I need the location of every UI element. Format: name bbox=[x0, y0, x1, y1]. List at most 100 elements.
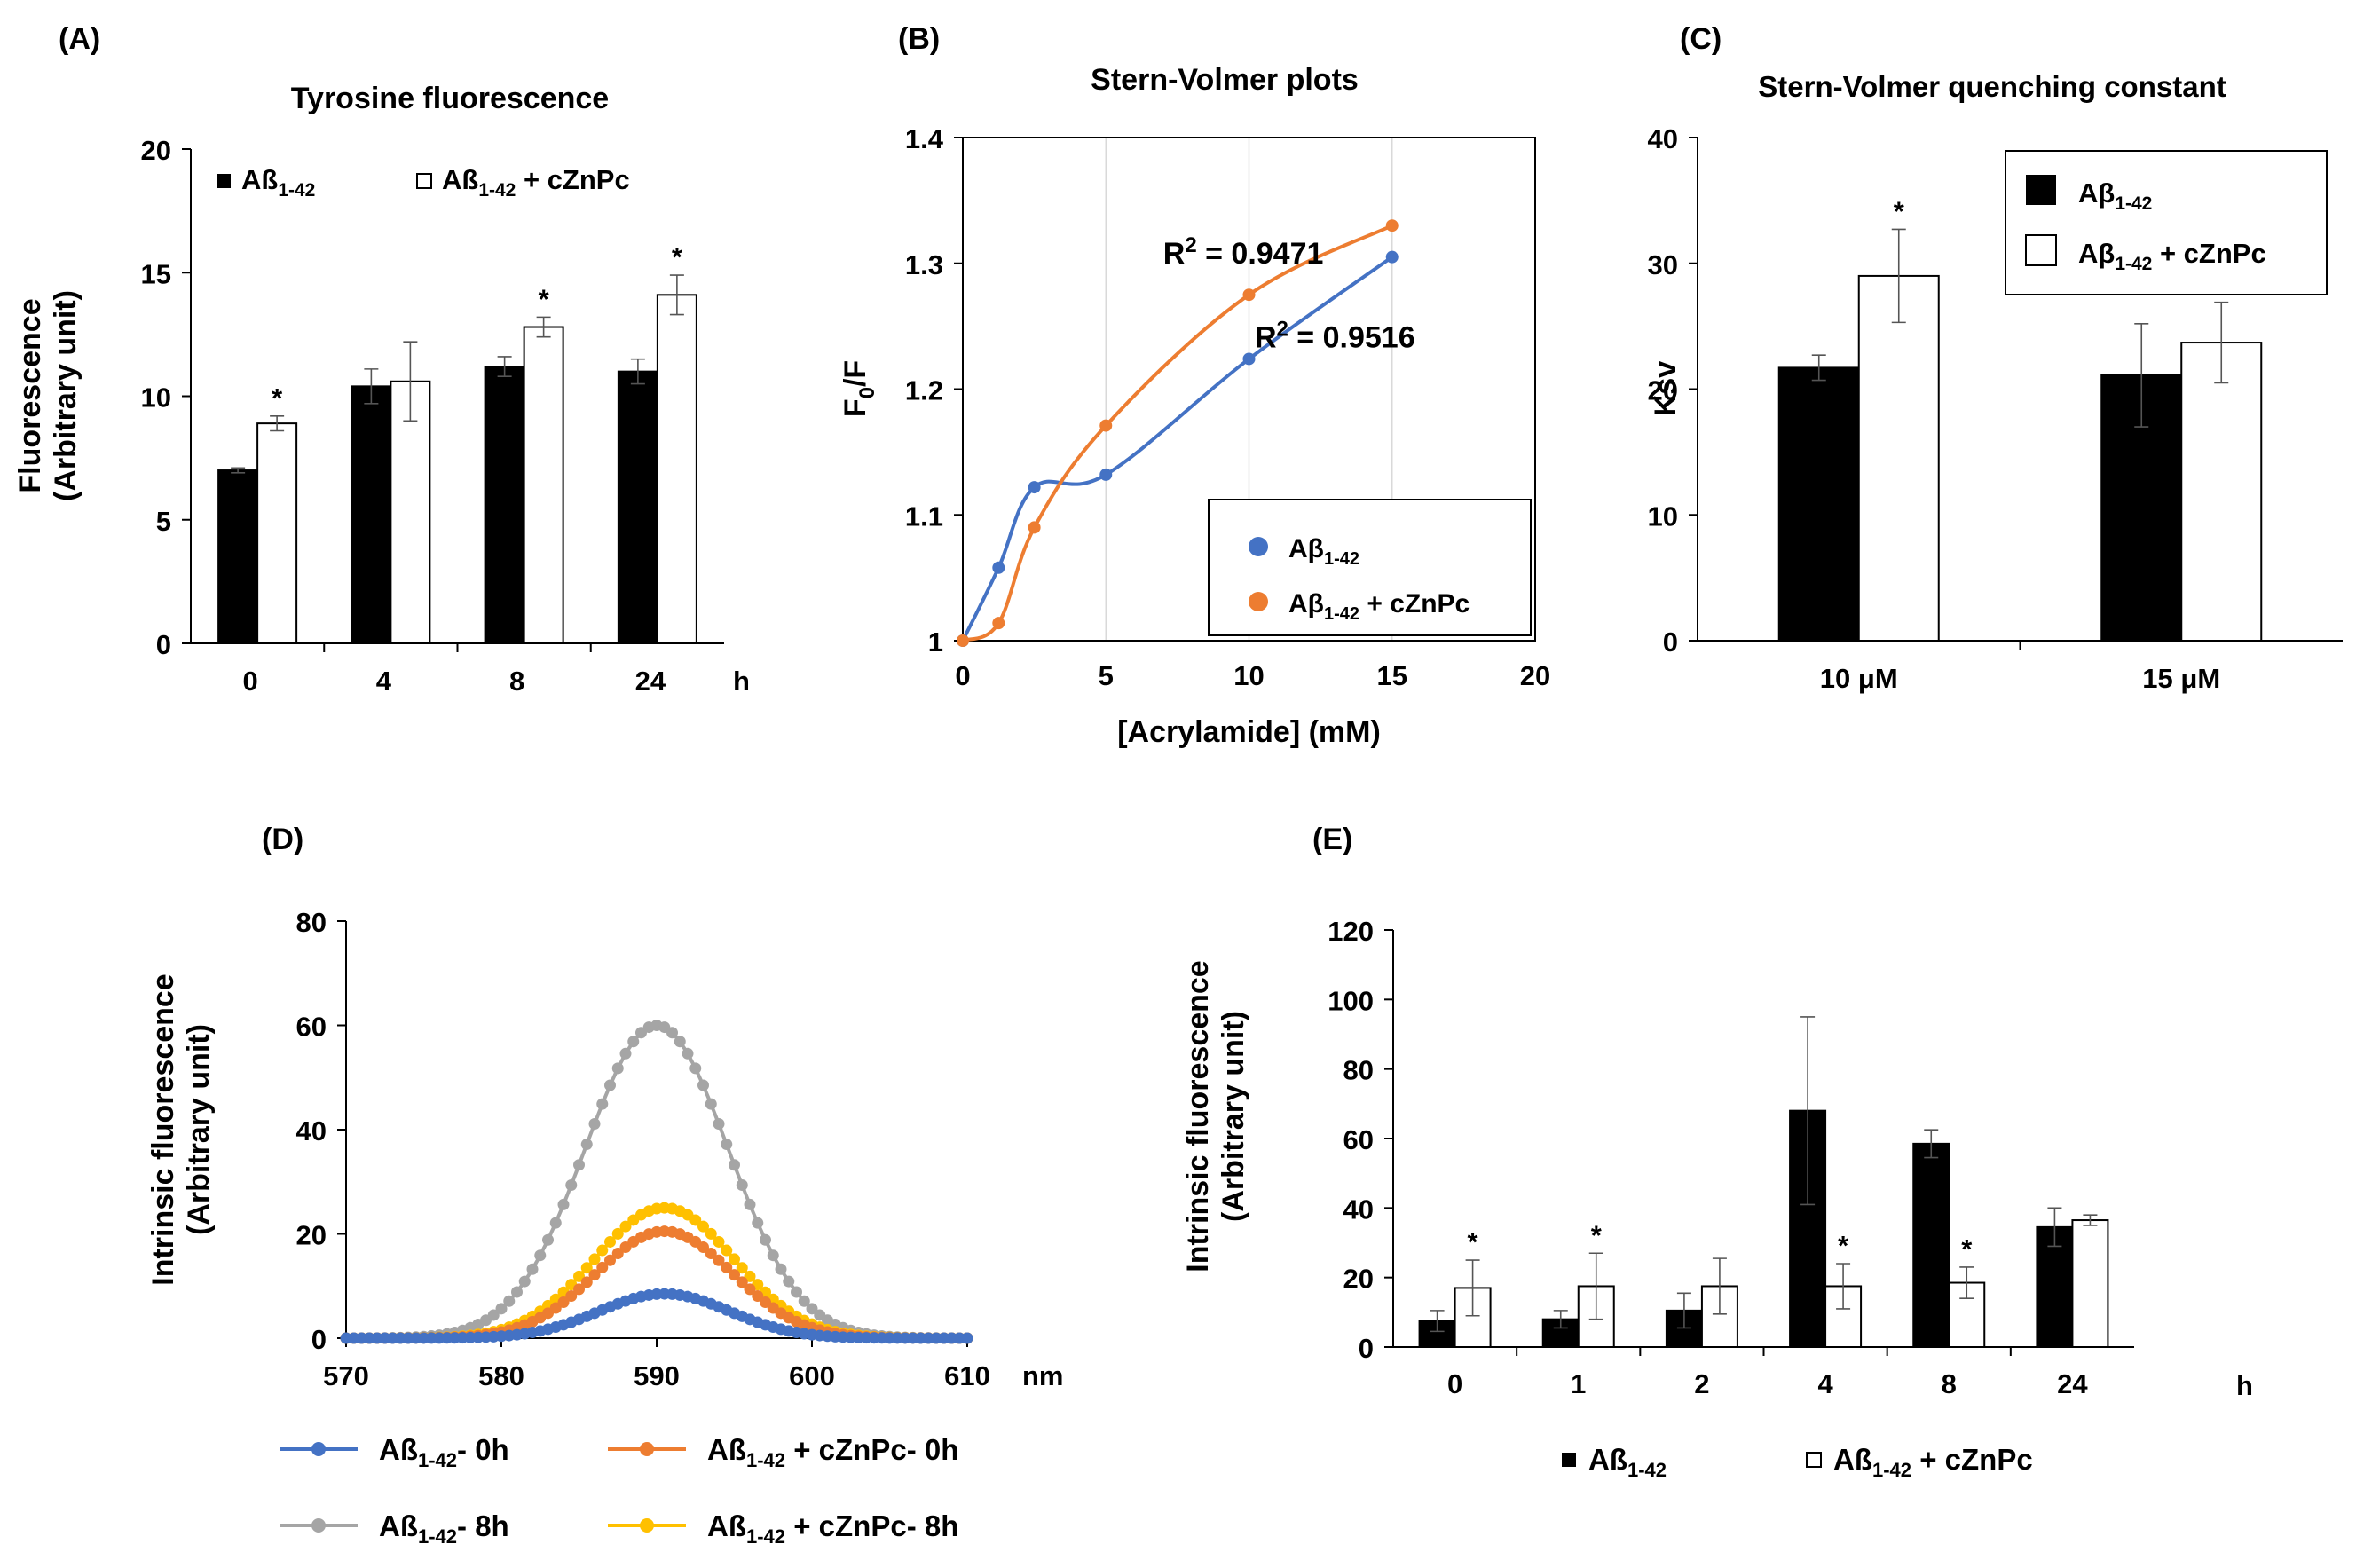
data-point bbox=[619, 1220, 632, 1233]
data-point bbox=[1028, 521, 1041, 534]
y-axis-title-line: Intrinsic fluorescence bbox=[1181, 960, 1215, 1272]
legend-marker bbox=[311, 1518, 326, 1533]
legend-label-suffix: + cZnPc bbox=[516, 164, 629, 195]
legend-label-main: Aß bbox=[379, 1509, 418, 1542]
data-point bbox=[604, 1235, 616, 1248]
panel-label: (B) bbox=[898, 22, 940, 56]
panel-c-ytick-label: 10 bbox=[1648, 500, 1678, 532]
legend-swatch bbox=[2026, 175, 2056, 205]
data-point bbox=[721, 1244, 733, 1257]
legend-label: Aß1-42- 8h bbox=[379, 1509, 509, 1548]
data-point bbox=[557, 1198, 570, 1210]
data-point bbox=[697, 1079, 709, 1091]
legend-box bbox=[2005, 150, 2328, 295]
legend-label-main: Aβ bbox=[2078, 238, 2115, 269]
x-category-label: 4 bbox=[376, 666, 392, 697]
data-point bbox=[580, 1139, 593, 1151]
legend-swatch bbox=[1806, 1452, 1822, 1468]
data-point bbox=[526, 1263, 539, 1275]
data-point bbox=[619, 1047, 632, 1060]
y-axis-title-line: (Arbitrary unit) bbox=[1217, 1011, 1250, 1222]
legend-label-sub: 1-42 bbox=[2115, 254, 2152, 274]
panel-c: 0 10 20 30 40 * 10 μM 15 μM (C) Stern-Volmer quen… bbox=[1648, 22, 2343, 694]
data-point bbox=[1099, 468, 1113, 481]
panel-e-ytick-label: 60 bbox=[1343, 1124, 1374, 1155]
data-point bbox=[736, 1276, 748, 1288]
x-category-label: 8 bbox=[509, 666, 524, 697]
panel-label: (E) bbox=[1312, 823, 1352, 856]
y-axis-title: Intrinsic fluorescence (Arbitrary unit) bbox=[146, 973, 216, 1285]
x-category-label: 1 bbox=[1571, 1368, 1586, 1399]
legend-marker bbox=[640, 1518, 654, 1533]
x-category-label: 24 bbox=[2057, 1368, 2088, 1399]
legend-label-main: Aβ bbox=[1288, 589, 1324, 619]
x-category-label: 4 bbox=[1817, 1368, 1833, 1399]
data-point bbox=[721, 1261, 733, 1273]
panel-b-ytick-label: 1.4 bbox=[905, 123, 944, 154]
data-point bbox=[992, 617, 1005, 630]
r-squared-annotation: R2 = 0.9471 bbox=[1163, 233, 1324, 271]
data-point bbox=[752, 1217, 764, 1229]
legend-label-main: Aß bbox=[1588, 1443, 1627, 1476]
x-category-label: 15 μM bbox=[2142, 663, 2220, 694]
panel-c-ytick-label: 30 bbox=[1648, 249, 1678, 280]
bar bbox=[1857, 274, 1940, 642]
y-axis-title-line: (Arbitrary unit) bbox=[49, 290, 83, 501]
data-point bbox=[767, 1249, 779, 1262]
data-point bbox=[697, 1220, 709, 1233]
data-point bbox=[721, 1139, 733, 1151]
legend-box bbox=[1208, 499, 1532, 636]
data-point bbox=[705, 1098, 717, 1110]
data-point bbox=[713, 1254, 725, 1266]
significance-mark: * bbox=[1961, 1233, 1973, 1265]
data-point bbox=[1242, 288, 1256, 302]
data-point bbox=[775, 1263, 787, 1275]
y-axis-title-line: Fluorescence bbox=[13, 298, 47, 492]
panel-b-ytick-label: 1.3 bbox=[905, 249, 943, 280]
legend-label: Aß1-42- 0h bbox=[379, 1433, 509, 1471]
data-point bbox=[511, 1286, 523, 1298]
legend-label: Aß1-42 + cZnPc- 0h bbox=[707, 1433, 958, 1471]
legend-label-main: Aß bbox=[1833, 1443, 1872, 1476]
data-point bbox=[1385, 250, 1399, 264]
legend-label-main: Aβ bbox=[1288, 534, 1324, 563]
r-squared-main: R bbox=[1163, 237, 1186, 271]
legend-label: Aβ1-42 bbox=[2078, 177, 2152, 214]
legend-label-suffix: + cZnPc bbox=[2152, 238, 2265, 269]
significance-mark: * bbox=[672, 241, 683, 272]
bar bbox=[1777, 366, 1860, 642]
data-point bbox=[689, 1062, 702, 1075]
significance-mark: * bbox=[1838, 1230, 1849, 1261]
legend-marker bbox=[1249, 592, 1268, 611]
x-tick-label: 590 bbox=[634, 1360, 680, 1391]
legend-label: Aβ1-42 + cZnPc bbox=[2078, 238, 2266, 274]
data-point bbox=[573, 1159, 585, 1171]
legend-label: Aß1-42 + cZnPc- 8h bbox=[707, 1509, 958, 1548]
data-point bbox=[736, 1262, 748, 1274]
panel-a-ytick-label: 0 bbox=[156, 629, 171, 660]
significance-mark: * bbox=[272, 382, 283, 414]
legend-label-sub: 1-42 bbox=[278, 180, 315, 201]
data-point bbox=[957, 634, 969, 647]
panel-c-ytick-label: 0 bbox=[1663, 626, 1678, 658]
data-point bbox=[588, 1253, 601, 1265]
series-line bbox=[345, 1229, 968, 1340]
panel-e-ytick-label: 120 bbox=[1328, 916, 1374, 947]
data-point bbox=[503, 1295, 516, 1307]
legend-label-sub: 1-42 bbox=[478, 180, 516, 201]
panel-e: 0 20 40 60 80 100 120 * 0 * 1 2 * 4 * 8 24 (E) h Intrinsic … bbox=[1181, 823, 2253, 1481]
data-point bbox=[729, 1269, 740, 1281]
panel-label: (D) bbox=[262, 823, 303, 856]
x-tick-label: 610 bbox=[944, 1360, 990, 1391]
data-point bbox=[1385, 219, 1399, 232]
data-point bbox=[573, 1283, 585, 1296]
legend-swatch bbox=[217, 174, 231, 188]
x-unit-label: h bbox=[733, 666, 750, 697]
legend-label-main: Aß bbox=[241, 164, 278, 195]
legend-label-sub: 1-42 bbox=[746, 1525, 785, 1548]
data-point bbox=[760, 1233, 771, 1246]
data-point bbox=[705, 1227, 717, 1240]
legend-swatch bbox=[2025, 234, 2057, 266]
data-point bbox=[487, 1309, 500, 1321]
significance-mark: * bbox=[1591, 1219, 1603, 1250]
